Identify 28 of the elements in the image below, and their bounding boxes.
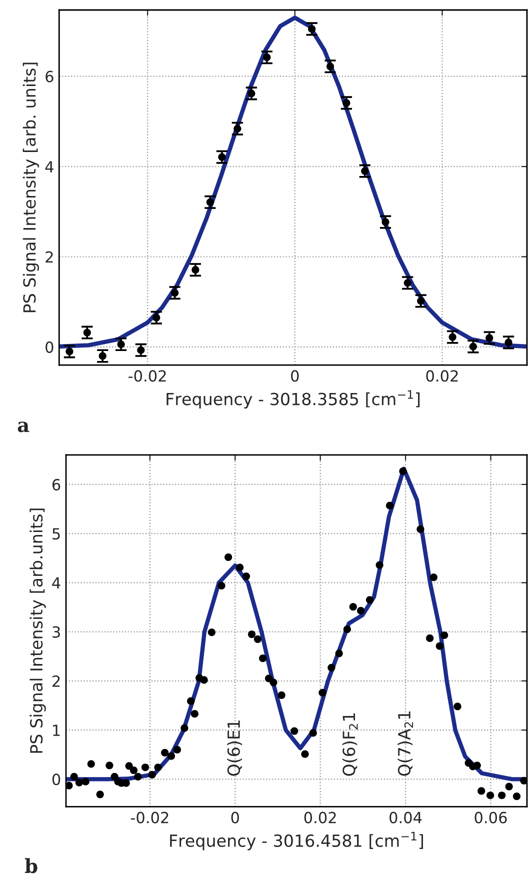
x-tick-label: 0.06 (474, 812, 507, 824)
y-tick-label: 4 (45, 161, 54, 172)
x-axis-title: Frequency - 3018.3585 [cm$^{−1}$] (166, 390, 420, 409)
x-tick-label: 0.02 (426, 370, 458, 382)
y-tick-label: 1 (53, 724, 60, 736)
y-tick-label: 0 (46, 341, 54, 353)
annotation: Q(6)F$_{2}$1 (342, 713, 358, 776)
x-tick-label: 0 (291, 370, 299, 382)
x-axis-title: Frequency - 3016.4581 [cm$^{−1}$] (170, 832, 423, 850)
annotation: Q(6)E1 (227, 720, 242, 776)
y-tick-label: 2 (52, 675, 60, 687)
annotation: Q(7)A$_{2}$1 (398, 712, 414, 776)
x-tick-label: -0.02 (130, 812, 168, 824)
x-tick-label: -0.02 (128, 370, 166, 382)
y-tick-label: 0 (52, 774, 60, 786)
x-tick-label: 0.02 (304, 812, 336, 824)
y-tick-label: 5 (52, 528, 60, 540)
y-axis-title: PS Signal Intensity [arb. units] (22, 62, 39, 312)
y-tick-label: 6 (46, 70, 54, 82)
text: b (24, 858, 38, 874)
y-tick-label: 6 (52, 478, 60, 490)
y-tick-label: 4 (52, 577, 60, 588)
text: a (18, 422, 30, 432)
x-tick-label: 0.04 (390, 812, 422, 824)
y-tick-label: 2 (46, 251, 53, 263)
x-tick-label: 0 (231, 812, 239, 824)
y-axis-title: PS Signal Intensity [arb.units] (30, 508, 46, 753)
y-tick-label: 3 (52, 626, 60, 638)
